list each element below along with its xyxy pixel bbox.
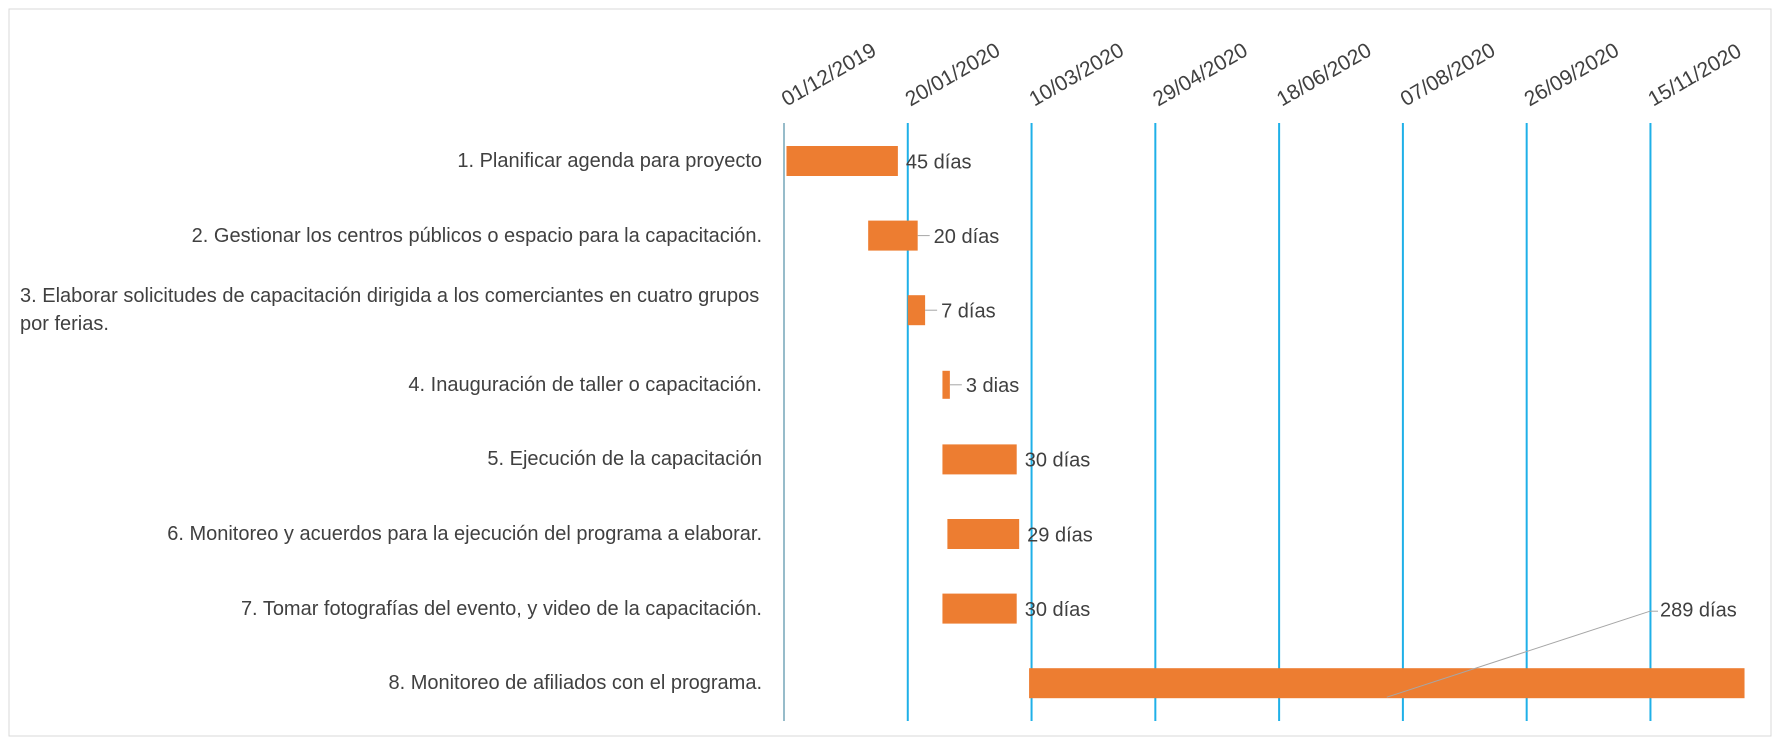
bar bbox=[907, 295, 926, 326]
value-label: 7 días bbox=[941, 300, 995, 322]
category-text: 8. Monitoreo de afiliados con el program… bbox=[388, 672, 762, 695]
value-label: 30 días bbox=[1025, 599, 1091, 621]
bar bbox=[942, 370, 950, 399]
x-tick-label: 01/12/2019 bbox=[778, 39, 881, 111]
category-text: 3. Elaborar solicitudes de capacitación … bbox=[20, 285, 760, 336]
bar bbox=[786, 146, 898, 176]
value-label: 20 días bbox=[934, 226, 1000, 248]
x-tick-label: 18/06/2020 bbox=[1273, 39, 1376, 111]
category-text: 7. Tomar fotografías del evento, y video… bbox=[240, 597, 762, 620]
leader-line bbox=[1386, 610, 1651, 698]
x-tick-label: 26/09/2020 bbox=[1520, 39, 1623, 111]
bar bbox=[947, 519, 1020, 549]
value-label: 45 días bbox=[906, 151, 972, 173]
category-text: 4. Inauguración de taller o capacitación… bbox=[408, 373, 762, 396]
category-text: 1. Planificar agenda para proyecto bbox=[457, 150, 762, 172]
x-tick-label: 20/01/2020 bbox=[902, 39, 1005, 111]
value-label: 3 dias bbox=[966, 375, 1019, 397]
category-text: 6. Monitoreo y acuerdos para la ejecució… bbox=[167, 523, 762, 545]
x-tick-label: 15/11/2020 bbox=[1644, 39, 1745, 111]
category-text: 2. Gestionar los centros públicos o espa… bbox=[191, 224, 762, 247]
value-label: 29 días bbox=[1027, 524, 1093, 546]
category-label: 7. Tomar fotografías del evento, y video… bbox=[20, 579, 762, 639]
bar bbox=[1029, 668, 1745, 699]
category-label: 4. Inauguración de taller o capacitación… bbox=[20, 355, 762, 415]
x-tick-label: 29/04/2020 bbox=[1149, 39, 1252, 111]
category-text: 5. Ejecución de la capacitación bbox=[487, 448, 762, 471]
value-label: 30 días bbox=[1025, 450, 1091, 472]
x-tick-label: 07/08/2020 bbox=[1397, 39, 1500, 111]
bar bbox=[942, 444, 1017, 475]
category-label: 3. Elaborar solicitudes de capacitación … bbox=[20, 280, 762, 340]
x-tick-label: 10/03/2020 bbox=[1025, 39, 1128, 111]
bar bbox=[942, 593, 1017, 624]
bar bbox=[868, 220, 918, 251]
category-label: 5. Ejecución de la capacitación bbox=[20, 429, 762, 489]
category-label: 2. Gestionar los centros públicos o espa… bbox=[20, 206, 762, 266]
value-label: 289 días bbox=[1660, 599, 1737, 621]
frame bbox=[8, 8, 1772, 737]
category-label: 8. Monitoreo de afiliados con el program… bbox=[20, 653, 762, 713]
category-label: 1. Planificar agenda para proyecto bbox=[20, 131, 762, 191]
category-label: 6. Monitoreo y acuerdos para la ejecució… bbox=[20, 504, 762, 564]
